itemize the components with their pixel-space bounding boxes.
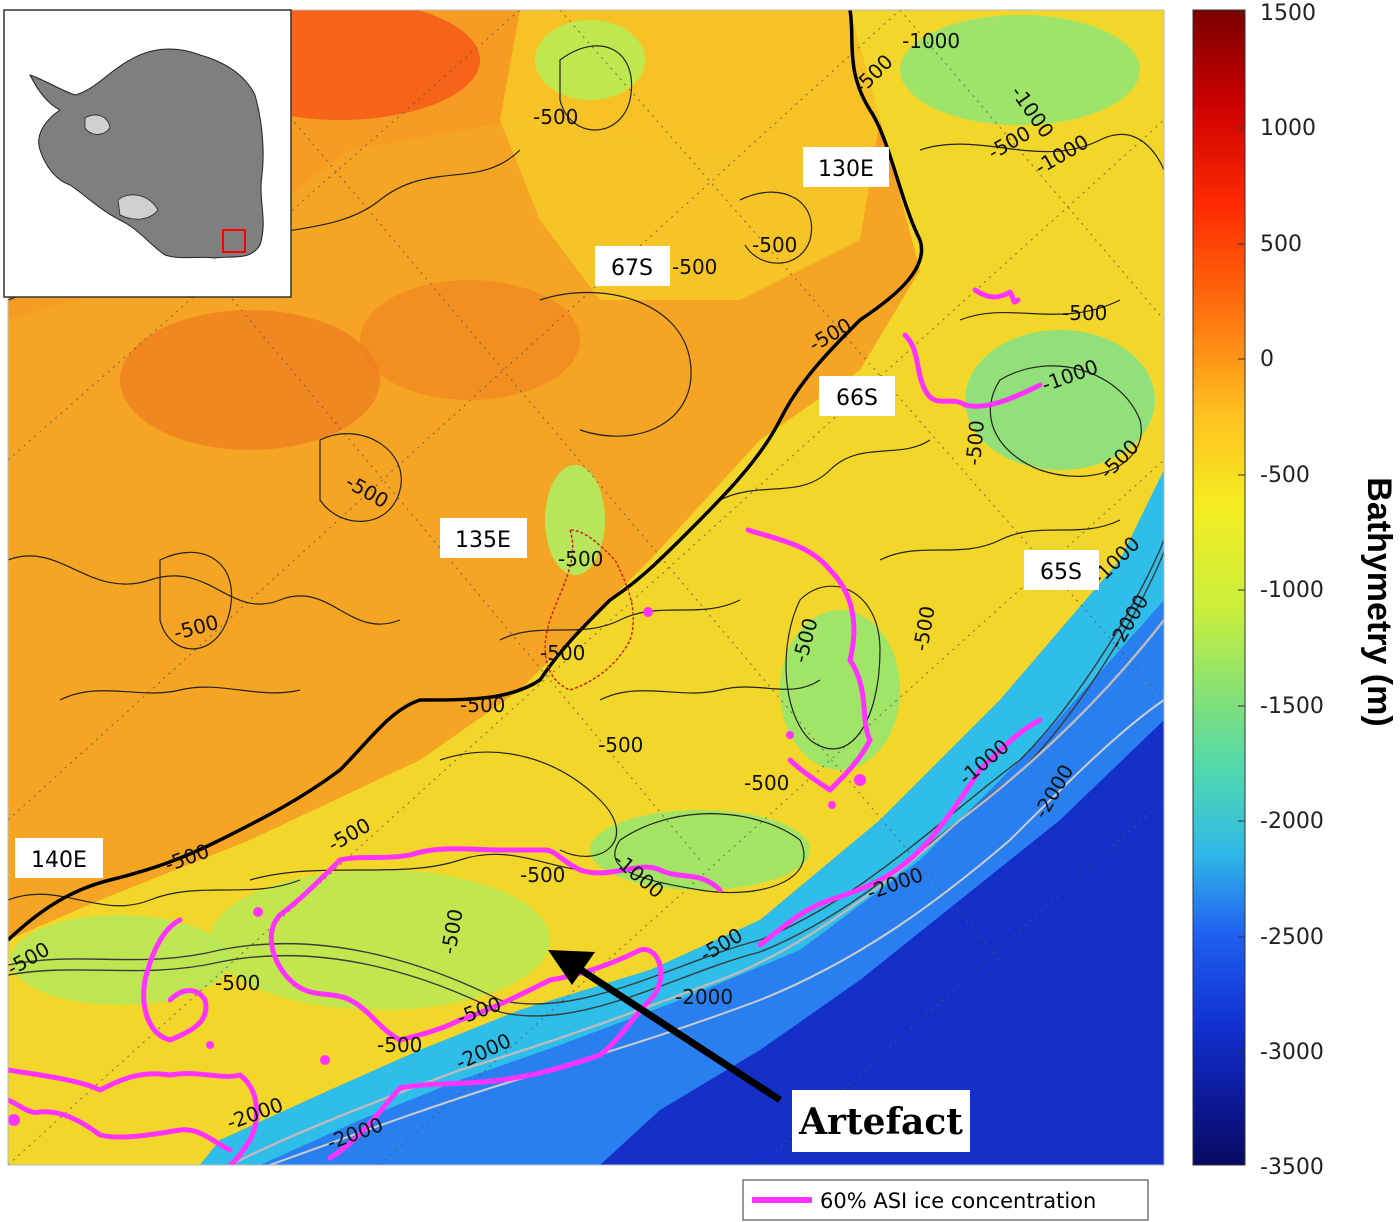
contour-label: -1000 — [902, 29, 960, 53]
contour-label: -500 — [752, 233, 797, 257]
artefact-arrow — [548, 950, 782, 1103]
red-outline-region — [544, 529, 634, 691]
colorbar-tick-label: -1500 — [1260, 694, 1324, 719]
colorbar-tick-label: 1000 — [1260, 116, 1316, 141]
contour-label: -500 — [672, 255, 717, 279]
contour-label: -500 — [744, 771, 789, 795]
map-basin — [965, 330, 1155, 470]
map-basin — [900, 15, 1140, 125]
map-basin — [590, 810, 810, 890]
map-high-patch — [360, 280, 580, 400]
colorbar-tick-label: -2500 — [1260, 925, 1324, 950]
contour-label: -500 — [1062, 301, 1107, 325]
antarctica-locator-icon — [29, 48, 264, 259]
map-basin — [210, 870, 550, 1010]
colorbar-title: Bathymetry (m) — [1360, 477, 1398, 726]
map-frame — [7, 9, 1165, 1166]
colorbar-tick-label: 0 — [1260, 347, 1274, 372]
colorbar-tick-label: -1000 — [1260, 578, 1324, 603]
inset-locator-map — [3, 9, 292, 298]
graticule-label-67S: 67S — [595, 246, 670, 286]
graticule-label-140E: 140E — [15, 838, 103, 878]
contour-lines — [8, 45, 1164, 907]
artefact-label: Artefact — [798, 1101, 963, 1143]
graticule-label-text: 135E — [455, 528, 511, 553]
map-basin — [535, 20, 645, 100]
graticule-label-65S: 65S — [1024, 550, 1099, 590]
colorbar-ticks: 1500 1000 500 0 -500 -1000 -1500 -2000 -… — [1260, 1, 1324, 1180]
contour-label: -500 — [598, 733, 643, 757]
map-basin — [780, 610, 900, 770]
contour-label: -500 — [520, 863, 565, 887]
colorbar-tick-label: -3000 — [1260, 1040, 1324, 1065]
map-panel: -1000 -1000 -500 -500 -500 -500 -1000 -5… — [8, 10, 1164, 1165]
ice-concentration-lines — [8, 287, 1043, 1165]
contour-label: -500 — [540, 641, 585, 665]
map-basin — [545, 465, 605, 575]
contour-label: -500 — [215, 971, 260, 995]
colorbar-tick-label: -500 — [1260, 463, 1310, 488]
legend: 60% ASI ice concentration — [742, 1179, 1149, 1221]
colorbar-tick-label: 500 — [1260, 232, 1302, 257]
graticule-label-text: 130E — [818, 157, 874, 182]
graticule-label-135E: 135E — [440, 518, 527, 558]
colorbar-tick-label: 1500 — [1260, 1, 1316, 26]
ice-shelf-front-line — [8, 10, 924, 942]
contour-label: -500 — [558, 547, 603, 571]
graticule-label-text: 67S — [611, 256, 653, 281]
colorbar-gradient — [1192, 9, 1246, 1166]
graticule-label-text: 65S — [1040, 560, 1082, 585]
ice-shelf-ross — [117, 194, 159, 220]
map-abyssal-plain — [600, 720, 1164, 1165]
contour-label: -2000 — [675, 985, 733, 1009]
legend-label: 60% ASI ice concentration — [820, 1189, 1096, 1213]
ice-concentration-dots — [8, 607, 866, 1126]
study-area-locator — [222, 229, 246, 253]
contour-label: -500 — [377, 1033, 422, 1057]
artefact-annotation: Artefact — [792, 1090, 970, 1152]
colorbar-tick-label: -3500 — [1260, 1155, 1324, 1180]
ice-shelf-weddell — [84, 114, 111, 135]
colorbar: 1500 1000 500 0 -500 -1000 -1500 -2000 -… — [1192, 1, 1398, 1180]
graticule-label-text: 66S — [836, 386, 878, 411]
graticule-label-130E: 130E — [803, 147, 889, 187]
contour-label: -500 — [460, 693, 505, 717]
map-high-patch — [120, 310, 380, 450]
graticule-label-text: 140E — [31, 848, 87, 873]
colorbar-tick-label: -2000 — [1260, 809, 1324, 834]
contour-label: -500 — [533, 105, 578, 129]
graticule-label-66S: 66S — [819, 376, 895, 416]
contour-label: -500 — [961, 419, 989, 466]
